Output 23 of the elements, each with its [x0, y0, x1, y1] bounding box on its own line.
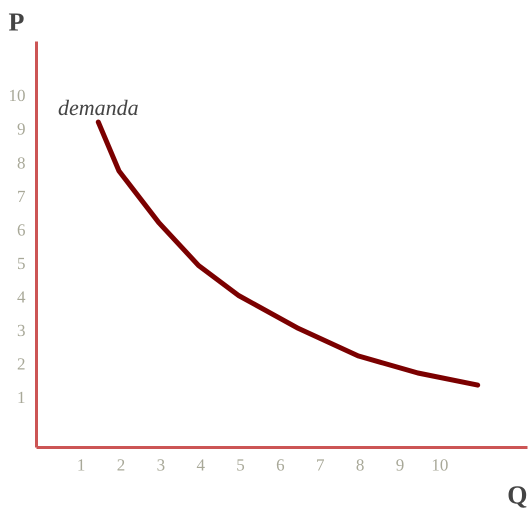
x-tick-label: 4 [196, 456, 206, 474]
y-tick-label: 10 [8, 86, 26, 106]
y-tick-label: 6 [17, 220, 26, 240]
y-tick-label: 8 [17, 153, 26, 172]
y-tick-label: 5 [17, 254, 26, 273]
x-tick-label: 7 [316, 456, 326, 474]
x-tick-label: 1 [76, 456, 86, 474]
x-tick-label: 10 [431, 456, 448, 474]
y-tick-label: 9 [17, 120, 26, 139]
x-tick-label: 2 [116, 456, 126, 474]
y-tick-label: 3 [17, 321, 26, 340]
y-tick-label: 4 [17, 288, 26, 307]
y-tick-label: 7 [17, 186, 26, 206]
x-axis-title: Q [507, 480, 528, 510]
y-tick-label: 1 [17, 388, 26, 408]
x-tick-label: 3 [156, 456, 166, 474]
x-tick-label: 8 [356, 456, 364, 474]
y-tick-label: 2 [17, 354, 26, 374]
x-tick-label: 9 [396, 456, 404, 474]
x-tick-label: 5 [236, 456, 245, 474]
x-tick-label: 6 [276, 456, 285, 474]
y-axis-title: P [8, 8, 24, 36]
annotation: demanda [58, 95, 139, 120]
